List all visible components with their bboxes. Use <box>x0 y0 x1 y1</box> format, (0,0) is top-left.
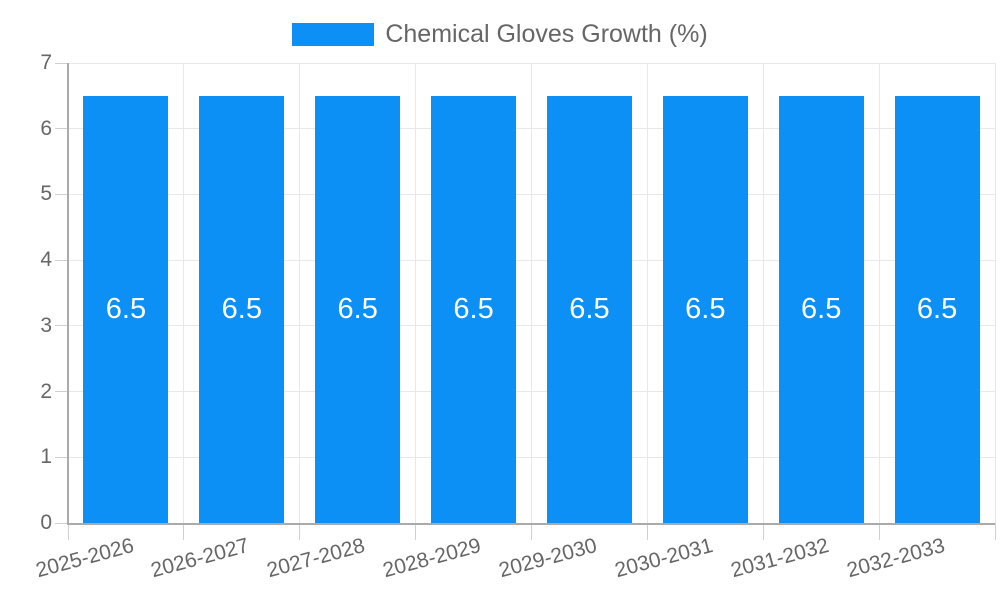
bar <box>431 95 517 523</box>
y-tick-label: 5 <box>40 182 52 206</box>
gridline-vertical <box>415 63 417 523</box>
x-axis-tick <box>646 523 648 540</box>
x-tick-label: 2032-2033 <box>844 534 948 583</box>
bar <box>778 95 864 523</box>
gridline-vertical <box>183 63 185 523</box>
x-tick-label: 2026-2027 <box>148 534 252 583</box>
x-axis-tick <box>531 523 532 540</box>
y-tick-label: 6 <box>40 116 52 140</box>
y-tick-label: 2 <box>40 379 52 403</box>
bar <box>894 95 980 523</box>
bar <box>315 95 401 523</box>
x-tick-label: 2029-2030 <box>496 534 600 583</box>
bar-value-label: 6.5 <box>453 293 494 326</box>
y-axis-line <box>67 63 69 523</box>
bar-value-label: 6.5 <box>337 293 378 326</box>
legend: Chemical Gloves Growth (%) <box>0 21 1000 47</box>
bar-value-label: 6.5 <box>105 293 147 326</box>
bar <box>546 95 632 523</box>
bar-value-label: 6.5 <box>916 293 958 326</box>
gridline-vertical <box>646 63 648 523</box>
x-tick-label: 2025-2026 <box>32 534 136 583</box>
x-axis-tick <box>415 523 417 540</box>
y-tick-label: 3 <box>40 313 52 337</box>
bar <box>199 95 285 523</box>
y-axis-tick <box>55 193 68 195</box>
y-tick-label: 1 <box>40 445 52 469</box>
x-axis-tick <box>299 523 301 540</box>
gridline-vertical <box>531 63 532 523</box>
x-axis-tick <box>67 523 69 540</box>
y-tick-label: 7 <box>40 51 52 74</box>
y-tick-label: 4 <box>40 248 52 272</box>
y-axis-tick <box>55 259 68 261</box>
y-axis-tick <box>55 456 68 458</box>
gridline-vertical <box>878 63 880 523</box>
x-axis-tick <box>183 523 185 540</box>
x-tick-label: 2030-2031 <box>612 534 716 583</box>
y-tick-label: 0 <box>40 511 52 534</box>
gridline-vertical <box>994 63 996 523</box>
x-axis-line <box>67 523 995 525</box>
gridline-vertical <box>299 63 301 523</box>
x-tick-label: 2028-2029 <box>380 534 484 583</box>
gridline-vertical <box>762 63 764 523</box>
legend-swatch <box>292 22 375 46</box>
y-axis-tick <box>55 391 68 393</box>
x-tick-label: 2027-2028 <box>264 534 368 583</box>
y-axis-tick <box>55 128 68 130</box>
y-axis-tick <box>55 522 68 524</box>
bar <box>83 95 169 523</box>
bar-value-label: 6.5 <box>801 293 842 326</box>
legend-label: Chemical Gloves Growth (%) <box>385 20 708 48</box>
x-tick-label: 2031-2032 <box>728 534 832 583</box>
bar-value-label: 6.5 <box>221 293 262 326</box>
y-axis-tick <box>55 62 68 64</box>
bar <box>662 95 748 523</box>
x-axis-tick <box>878 523 880 540</box>
bar-value-label: 6.5 <box>685 293 726 326</box>
y-axis-tick <box>55 325 68 327</box>
bar-value-label: 6.5 <box>569 293 610 326</box>
x-axis-tick <box>762 523 764 540</box>
x-axis-tick <box>994 523 996 540</box>
